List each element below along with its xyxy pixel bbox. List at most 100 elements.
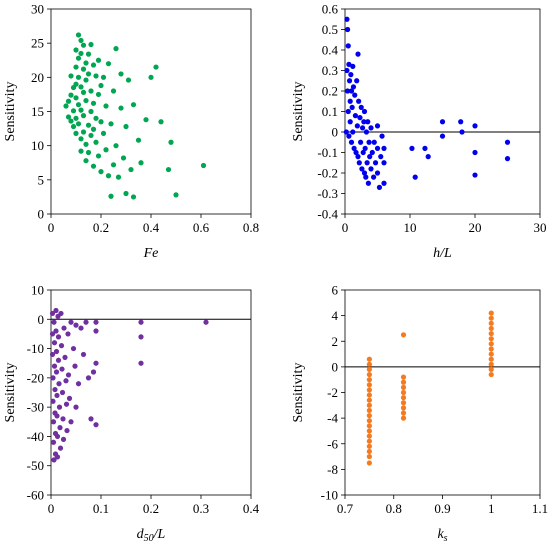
data-point: [54, 392, 60, 399]
data-point: [348, 88, 355, 94]
data-point: [366, 460, 372, 466]
data-point: [115, 174, 122, 180]
data-point: [400, 384, 407, 390]
y-tick-label: -4: [327, 411, 338, 426]
data-point: [366, 428, 372, 434]
data-point: [65, 331, 71, 337]
data-point: [78, 37, 84, 44]
data-point: [488, 325, 494, 332]
data-point: [50, 419, 57, 425]
data-point: [346, 133, 352, 139]
data-point: [60, 436, 67, 442]
data-point: [85, 149, 92, 156]
data-point: [504, 139, 511, 145]
data-point: [54, 433, 61, 440]
data-point: [105, 173, 112, 179]
data-point: [353, 149, 359, 156]
data-point: [351, 145, 357, 151]
data-point: [118, 71, 124, 77]
data-point: [412, 174, 418, 180]
data-point: [366, 423, 372, 429]
data-point: [80, 42, 87, 48]
y-tick-label: 15: [31, 104, 44, 119]
data-point: [381, 160, 387, 166]
data-point: [98, 169, 104, 175]
data-point: [66, 395, 73, 401]
x-axis-title: ks: [437, 527, 447, 544]
data-point: [83, 60, 89, 66]
data-point: [110, 162, 117, 168]
data-point: [355, 154, 361, 160]
data-point: [128, 166, 134, 173]
data-point: [362, 145, 368, 151]
data-point: [108, 121, 114, 127]
x-tick-label: 0.8: [243, 220, 259, 235]
data-point: [366, 433, 372, 439]
data-point: [118, 105, 124, 111]
data-point: [143, 117, 149, 123]
data-point: [70, 345, 77, 352]
data-point: [358, 104, 364, 110]
data-point: [93, 73, 99, 79]
data-point: [400, 374, 407, 380]
data-point: [78, 84, 84, 90]
data-point: [376, 184, 383, 190]
data-point: [350, 84, 357, 90]
data-point: [73, 64, 79, 70]
data-point: [372, 160, 379, 166]
data-point: [138, 160, 144, 166]
data-point: [345, 108, 351, 115]
data-point: [68, 92, 74, 98]
data-point: [361, 119, 367, 125]
y-tick-label: -40: [27, 429, 44, 444]
data-point: [347, 119, 353, 125]
data-point: [108, 193, 114, 199]
data-point: [75, 55, 82, 61]
data-point: [361, 108, 368, 115]
chart-panel-3: 0 0.1 0.2 0.3 0.4 -60 -50 -40 -30 -20 -10 0 10 Sensit…: [3, 283, 260, 545]
data-point: [63, 103, 69, 109]
data-point: [366, 371, 372, 378]
data-point: [488, 320, 494, 326]
y-tick-label: 0.5: [322, 22, 338, 37]
data-point: [366, 392, 372, 398]
y-tick-label: 0: [38, 312, 45, 327]
data-point: [70, 108, 77, 114]
data-point: [103, 103, 109, 109]
data-point: [80, 113, 87, 119]
data-point: [400, 379, 407, 385]
data-point: [350, 129, 356, 135]
data-point: [347, 98, 353, 104]
data-point: [200, 162, 207, 169]
data-point: [88, 416, 94, 422]
data-point: [120, 155, 127, 161]
data-point: [68, 118, 74, 124]
x-axis-title: Fe: [143, 246, 159, 261]
data-point: [130, 194, 137, 200]
y-tick-label: -6: [327, 436, 338, 451]
y-axis-title: Sensitivity: [291, 363, 306, 423]
data-point: [368, 125, 374, 131]
data-point: [400, 400, 407, 406]
data-point: [348, 139, 355, 145]
y-tick-label: 0: [38, 207, 45, 222]
data-point: [59, 389, 66, 396]
data-point: [356, 98, 362, 104]
data-point: [138, 319, 144, 325]
y-tick-label: 0.1: [322, 104, 338, 119]
data-point: [80, 89, 87, 95]
data-point: [103, 147, 109, 153]
chart-panel-1: 0 0.2 0.4 0.6 0.8 0 5 10 15 20 25 30 Sensitivity Fe: [3, 2, 259, 262]
data-point: [125, 77, 132, 83]
data-point: [55, 357, 62, 363]
x-tick-label: 0: [342, 220, 349, 235]
data-point: [73, 81, 79, 87]
data-point: [68, 419, 74, 425]
data-point: [359, 125, 366, 131]
data-point: [85, 375, 92, 381]
data-point: [75, 102, 82, 108]
x-tick-label: 0.4: [143, 220, 160, 235]
data-point: [57, 425, 63, 431]
data-point: [366, 418, 372, 424]
